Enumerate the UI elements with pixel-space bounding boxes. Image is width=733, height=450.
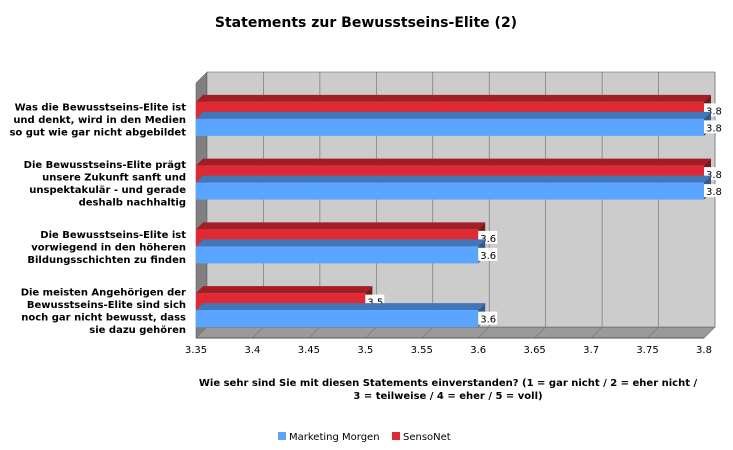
gridline-floor	[477, 326, 490, 339]
x-tick-label: 3.45	[298, 345, 320, 356]
bar-top	[196, 111, 711, 119]
data-label: 3.8	[706, 123, 722, 134]
data-label: 3.8	[706, 106, 722, 117]
x-tick-label: 3.6	[470, 345, 486, 356]
bar-top	[196, 158, 711, 166]
x-tick-label: 3.8	[696, 345, 712, 356]
data-label: 3.8	[706, 187, 722, 198]
bar	[196, 310, 479, 328]
x-tick-label: 3.55	[411, 345, 433, 356]
category-label: Bewusstseins-Elite sind sich	[27, 300, 186, 311]
category-label: noch gar nicht bewusst, dass	[21, 312, 186, 323]
x-tick-label: 3.35	[185, 345, 207, 356]
data-label: 3.6	[480, 234, 496, 245]
bar-top	[196, 222, 486, 230]
bar-top	[196, 94, 711, 102]
category-label: Die Bewusstseins-Elite ist	[40, 230, 186, 241]
bar	[196, 246, 479, 264]
x-tick-label: 3.5	[357, 345, 373, 356]
gridline-floor	[252, 326, 264, 339]
bar-top	[196, 303, 486, 311]
data-label-bg	[704, 120, 723, 134]
category-label: Die meisten Angehörigen der	[21, 287, 186, 298]
legend-entry: Marketing Morgen	[289, 432, 380, 443]
bar-top	[196, 239, 486, 247]
gridline-floor	[703, 326, 716, 339]
category-label: Was die Bewusstseins-Elite ist	[15, 102, 187, 113]
bar	[196, 182, 704, 200]
chart-title: Statements zur Bewusstseins-Elite (2)	[215, 15, 517, 31]
data-label: 3.6	[480, 315, 496, 326]
legend-entry: SensoNet	[403, 432, 451, 443]
legend-swatch	[392, 432, 400, 440]
category-label: vorwiegend in den höheren	[31, 242, 186, 253]
data-label: 3.6	[480, 251, 496, 262]
category-label: unsere Zukunft sanft und	[42, 172, 186, 183]
bar	[196, 118, 704, 136]
bar-top	[196, 175, 711, 183]
category-label: sie dazu gehören	[89, 325, 186, 336]
category-label: und denkt, wird in den Medien	[13, 115, 186, 126]
gridline-floor	[534, 326, 546, 339]
x-tick-label: 3.4	[244, 345, 260, 356]
data-label-bg	[478, 311, 498, 325]
category-label: deshalb nachhaltig	[79, 197, 186, 208]
gridline-floor	[195, 326, 208, 339]
data-label-bg	[704, 184, 723, 198]
bar-top	[196, 286, 373, 294]
chart-floor	[195, 326, 716, 339]
data-label: 3.8	[706, 170, 722, 181]
x-tick-label: 3.65	[524, 345, 546, 356]
legend-swatch	[278, 432, 286, 440]
x-tick-label: 3.75	[636, 345, 658, 356]
gridline-floor	[590, 326, 603, 339]
gridline-floor	[421, 326, 434, 339]
category-label: Bildungsschichten zu finden	[27, 255, 186, 266]
category-label: unspektakulär - und gerade	[29, 185, 186, 196]
gridline-floor	[365, 326, 377, 339]
category-label: Die Bewusstseins-Elite prägt	[24, 160, 187, 171]
gridline-floor	[647, 326, 659, 339]
gridline-floor	[308, 326, 321, 339]
x-tick-label: 3.7	[583, 345, 599, 356]
category-label: so gut wie gar nicht abgebildet	[9, 127, 186, 138]
data-label-bg	[478, 247, 498, 261]
x-axis-label: 3 = teilweise / 4 = eher / 5 = voll)	[353, 391, 542, 402]
x-axis-label: Wie sehr sind Sie mit diesen Statements …	[199, 378, 698, 389]
